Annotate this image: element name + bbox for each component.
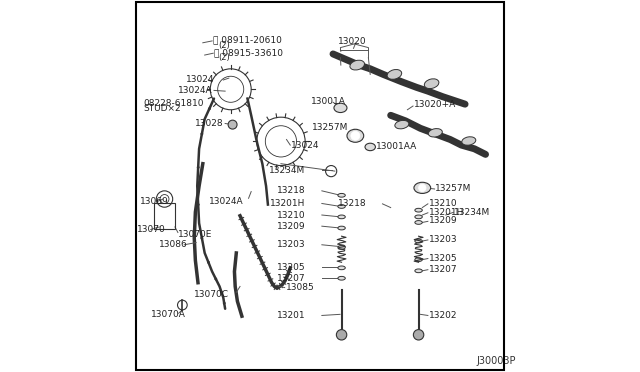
Text: 13070C: 13070C <box>194 291 229 299</box>
Circle shape <box>413 330 424 340</box>
Text: (2): (2) <box>218 53 230 62</box>
Text: 13201: 13201 <box>276 311 305 320</box>
Text: 13001AA: 13001AA <box>376 142 417 151</box>
Text: 13203: 13203 <box>276 240 305 249</box>
Text: 13202: 13202 <box>429 311 457 320</box>
Text: 13207: 13207 <box>276 274 305 283</box>
Text: 13024: 13024 <box>186 75 214 84</box>
Ellipse shape <box>415 258 422 262</box>
Ellipse shape <box>334 103 347 112</box>
Text: 08228-61810: 08228-61810 <box>143 99 204 108</box>
Text: 13210: 13210 <box>429 199 457 208</box>
Ellipse shape <box>347 129 364 142</box>
Circle shape <box>201 237 203 239</box>
Text: 13257M: 13257M <box>312 124 349 132</box>
Text: 13257M: 13257M <box>435 184 472 193</box>
Text: 13218: 13218 <box>276 186 305 195</box>
Ellipse shape <box>415 215 422 219</box>
Ellipse shape <box>415 269 422 273</box>
Circle shape <box>223 302 225 304</box>
Text: 13024A: 13024A <box>209 197 244 206</box>
Bar <box>154 203 175 229</box>
Text: 13205: 13205 <box>276 263 305 272</box>
Ellipse shape <box>350 60 365 70</box>
Ellipse shape <box>338 276 346 280</box>
Ellipse shape <box>338 205 346 208</box>
Text: 13205: 13205 <box>429 254 457 263</box>
Circle shape <box>215 278 217 280</box>
Text: 13024A: 13024A <box>177 86 212 94</box>
Ellipse shape <box>365 143 376 151</box>
Ellipse shape <box>338 246 346 249</box>
Circle shape <box>337 330 347 340</box>
Text: 13209: 13209 <box>429 217 457 225</box>
Circle shape <box>419 184 426 192</box>
Text: 13024: 13024 <box>291 141 320 150</box>
Text: 13001A: 13001A <box>310 97 346 106</box>
Ellipse shape <box>462 137 476 145</box>
Text: 13201H: 13201H <box>429 208 464 217</box>
Text: 13028: 13028 <box>195 119 223 128</box>
Ellipse shape <box>395 121 409 129</box>
Text: 13218: 13218 <box>338 199 367 208</box>
Ellipse shape <box>415 239 422 243</box>
Ellipse shape <box>387 70 402 79</box>
Circle shape <box>228 120 237 129</box>
Text: 13070E: 13070E <box>178 230 212 239</box>
Text: 13234M: 13234M <box>269 166 305 175</box>
Circle shape <box>351 131 360 140</box>
Text: 13201H: 13201H <box>269 199 305 208</box>
Text: 13209: 13209 <box>276 222 305 231</box>
Ellipse shape <box>424 79 439 89</box>
Text: STUD×2: STUD×2 <box>143 105 181 113</box>
Ellipse shape <box>338 266 346 270</box>
Text: 13207: 13207 <box>429 265 457 274</box>
Circle shape <box>201 133 203 135</box>
Text: 13070A: 13070A <box>151 310 186 319</box>
Ellipse shape <box>415 208 422 212</box>
Ellipse shape <box>414 182 431 193</box>
Text: (2): (2) <box>218 41 230 50</box>
Circle shape <box>197 166 199 169</box>
Circle shape <box>197 203 199 206</box>
Circle shape <box>208 108 211 110</box>
Text: 13234M: 13234M <box>454 208 490 217</box>
Text: 13020+A: 13020+A <box>413 100 456 109</box>
Text: Ⓟ 08915-33610: Ⓟ 08915-33610 <box>214 48 283 57</box>
Text: 13070: 13070 <box>137 225 166 234</box>
Text: 13203: 13203 <box>429 235 457 244</box>
Text: Ⓝ 08911-20610: Ⓝ 08911-20610 <box>213 36 282 45</box>
Text: 13210: 13210 <box>276 211 305 219</box>
Ellipse shape <box>338 226 346 230</box>
Ellipse shape <box>428 129 442 137</box>
Ellipse shape <box>415 221 422 224</box>
Text: 13086: 13086 <box>159 240 188 249</box>
Text: 13085: 13085 <box>286 283 314 292</box>
Text: 13020: 13020 <box>339 37 367 46</box>
Text: J30003P: J30003P <box>476 356 516 366</box>
Text: 13069: 13069 <box>140 198 168 206</box>
Ellipse shape <box>338 193 346 197</box>
Ellipse shape <box>338 215 346 219</box>
Circle shape <box>220 291 223 293</box>
Circle shape <box>207 261 209 263</box>
